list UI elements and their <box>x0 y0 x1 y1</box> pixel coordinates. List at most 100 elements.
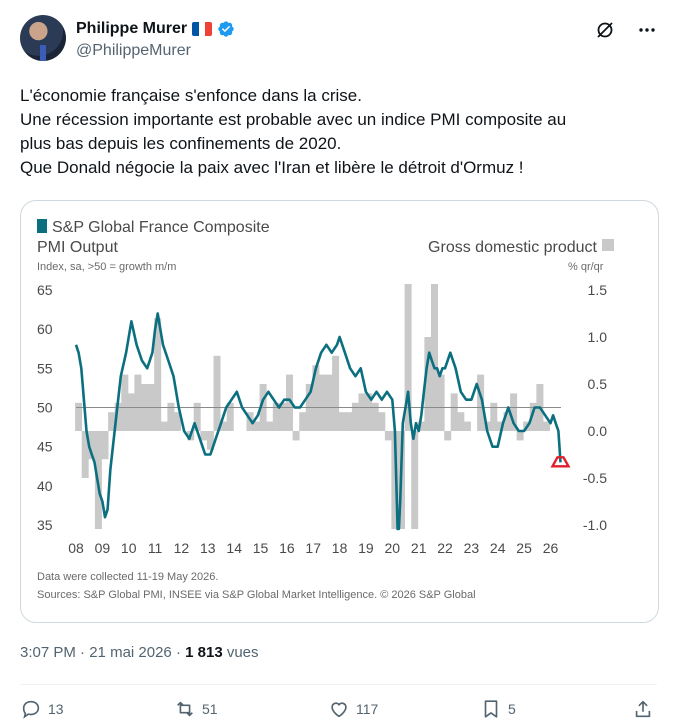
like-button[interactable]: 117 <box>328 698 378 720</box>
tweet-line: plus bas depuis les confinements de 2020… <box>20 132 660 156</box>
left-axis-tick-label: 65 <box>37 282 53 298</box>
left-axis-tick-label: 50 <box>37 400 53 416</box>
gdp-bar <box>385 431 392 440</box>
x-axis-tick-label: 16 <box>279 540 295 556</box>
left-axis-tick-label: 45 <box>37 439 53 455</box>
repost-icon <box>174 698 196 720</box>
verified-badge-icon <box>217 20 235 38</box>
gdp-bar <box>411 431 418 529</box>
author-handle[interactable]: @PhilippeMurer <box>76 42 191 60</box>
tweet-line: L'économie française s'enfonce dans la c… <box>20 84 660 108</box>
gdp-bar <box>299 412 306 431</box>
gdp-bar <box>451 393 458 431</box>
gdp-bar <box>359 393 366 431</box>
gdp-bar <box>102 431 109 459</box>
left-axis-tick-label: 60 <box>37 321 53 337</box>
x-axis-tick-label: 13 <box>200 540 216 556</box>
reply-icon <box>20 698 42 720</box>
avatar[interactable] <box>20 15 66 61</box>
right-axis-tick-label: 0.5 <box>588 376 608 392</box>
media-card[interactable]: 65 60 55 50 45 40 35 1.5 1.0 0.5 0.0 -0.5 -1.0 08 09… <box>20 200 659 623</box>
gdp-bar <box>293 431 300 440</box>
france-flag-icon <box>192 22 212 36</box>
x-axis-tick-label: 21 <box>411 540 427 556</box>
repost-count: 51 <box>202 701 218 717</box>
gdp-bar <box>339 412 346 431</box>
chart-footnote-sources: Sources: S&P Global PMI, INSEE via S&P G… <box>37 589 476 601</box>
gdp-bar <box>464 422 471 431</box>
flag-stripe-white <box>199 22 206 36</box>
gdp-bar <box>134 375 141 431</box>
right-axis-tick-label: -0.5 <box>583 470 607 486</box>
gdp-bar <box>128 393 135 431</box>
x-axis-tick-label: 19 <box>358 540 374 556</box>
gdp-bar <box>266 422 273 431</box>
meta-separator: · <box>80 644 89 661</box>
header-actions <box>595 20 657 40</box>
like-icon <box>328 698 350 720</box>
left-axis-tick-label: 55 <box>37 360 53 376</box>
like-count: 117 <box>356 701 378 717</box>
tweet-text: L'économie française s'enfonce dans la c… <box>20 84 660 180</box>
bookmark-icon <box>480 698 502 720</box>
x-axis-tick-label: 11 <box>148 540 163 556</box>
x-axis-tick-label: 12 <box>174 540 190 556</box>
flag-stripe-blue <box>192 22 199 36</box>
x-axis-tick-label: 20 <box>385 540 401 556</box>
tweet-line: Que Donald négocie la paix avec l'Iran e… <box>20 156 660 180</box>
x-axis-tick-label: 14 <box>226 540 242 556</box>
share-icon <box>632 698 654 720</box>
avatar-tie <box>40 45 46 61</box>
x-axis-tick-label: 22 <box>437 540 453 556</box>
gdp-bar <box>200 431 207 440</box>
x-axis-tick-label: 10 <box>121 540 137 556</box>
more-icon[interactable] <box>637 20 657 40</box>
gdp-legend-swatch <box>602 239 614 251</box>
left-axis-tick-label: 35 <box>37 517 53 533</box>
bookmark-count: 5 <box>508 701 516 717</box>
x-axis-tick-label: 25 <box>516 540 532 556</box>
gdp-bar <box>345 412 352 431</box>
tweet-meta: 3:07 PM · 21 mai 2026 · 1 813 vues <box>20 644 259 661</box>
repost-button[interactable]: 51 <box>174 698 218 720</box>
gdp-bar <box>121 375 128 431</box>
gdp-bar <box>457 412 464 431</box>
x-axis-tick-label: 08 <box>68 540 84 556</box>
share-button[interactable] <box>632 698 654 720</box>
tweet-date[interactable]: 21 mai 2026 <box>89 644 172 661</box>
left-axis-tick-label: 40 <box>37 478 53 494</box>
actions-divider <box>20 684 657 685</box>
chart-subtitle-right: % qr/qr <box>568 261 604 273</box>
chart-title-left-2: PMI Output <box>37 239 118 256</box>
x-axis-tick-label: 15 <box>253 540 269 556</box>
bookmark-button[interactable]: 5 <box>480 698 516 720</box>
reply-count: 13 <box>48 701 64 717</box>
pmi-gdp-chart: 65 60 55 50 45 40 35 1.5 1.0 0.5 0.0 -0.5 -1.0 08 09… <box>21 201 658 622</box>
grok-icon[interactable] <box>595 20 615 40</box>
tweet-line: Une récession importante est probable av… <box>20 108 660 132</box>
right-axis-tick-label: 1.0 <box>588 329 608 345</box>
reply-button[interactable]: 13 <box>20 698 64 720</box>
pmi-legend-swatch <box>37 219 47 233</box>
view-label: vues <box>227 644 259 661</box>
right-axis-tick-label: 0.0 <box>588 423 608 439</box>
gdp-bar <box>319 375 326 431</box>
x-axis-tick-label: 18 <box>332 540 348 556</box>
tweet-time[interactable]: 3:07 PM <box>20 644 76 661</box>
x-axis-tick-label: 23 <box>464 540 480 556</box>
view-count: 1 813 <box>185 644 223 661</box>
x-axis-tick-label: 09 <box>95 540 111 556</box>
x-axis-tick-label: 26 <box>543 540 559 556</box>
gdp-bar <box>161 422 168 431</box>
flag-stripe-red <box>205 22 212 36</box>
gdp-bar <box>214 356 221 431</box>
chart-title-left-1: S&P Global France Composite <box>52 219 270 236</box>
gdp-bar <box>332 356 339 431</box>
chart-title-right: Gross domestic product <box>428 239 598 256</box>
author-display-name[interactable]: Philippe Murer <box>76 20 187 38</box>
action-bar: 13 51 117 5 <box>20 698 660 724</box>
x-axis-tick-label: 24 <box>490 540 506 556</box>
chart-subtitle-left: Index, sa, >50 = growth m/m <box>37 261 176 273</box>
right-axis-tick-label: -1.0 <box>583 517 607 533</box>
meta-separator: · <box>176 644 185 661</box>
